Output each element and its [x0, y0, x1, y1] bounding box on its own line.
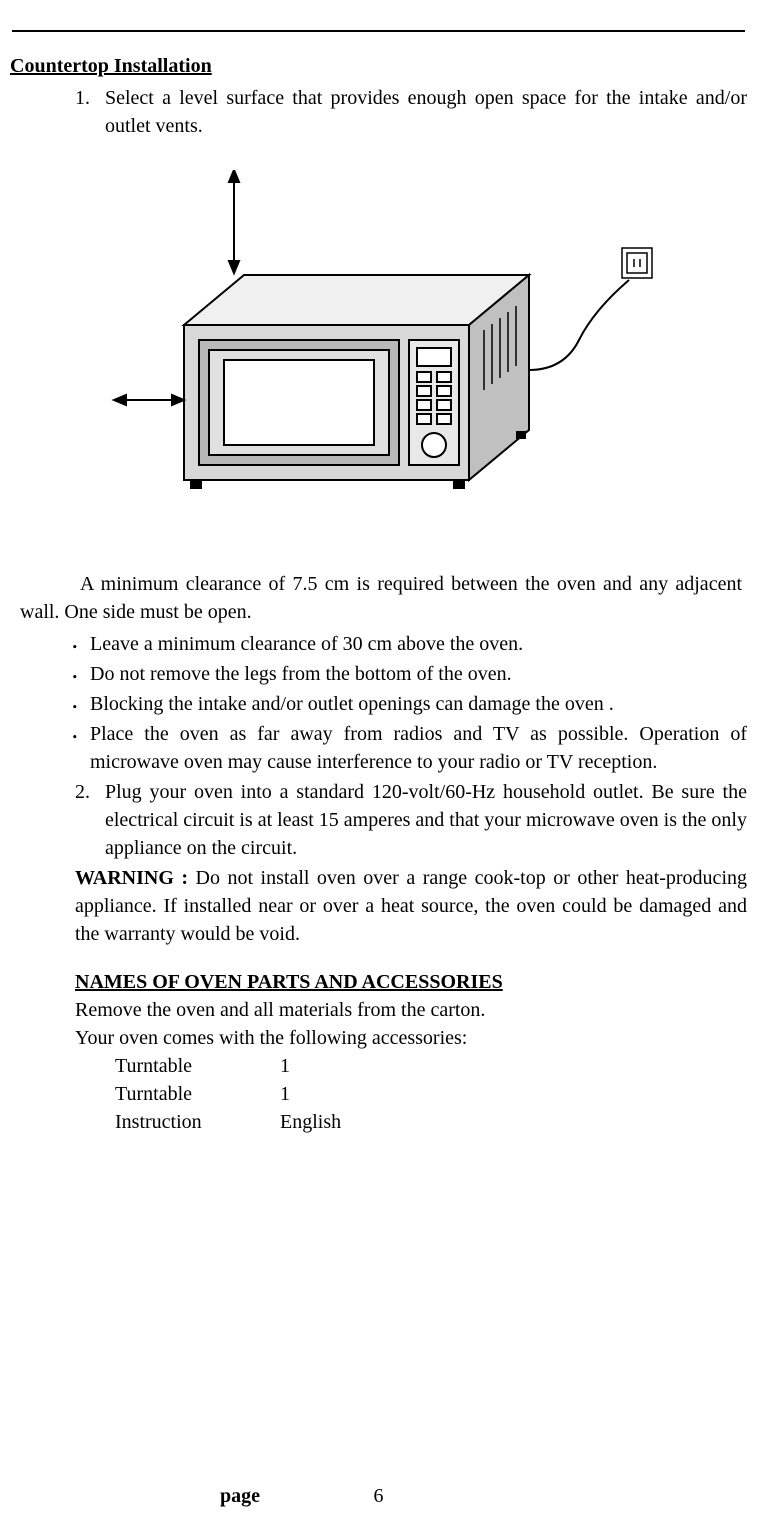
microwave-svg — [99, 170, 659, 530]
accessory-3-name: Instruction — [115, 1108, 280, 1136]
footer-page-label: page — [220, 1482, 260, 1510]
bullet-dot-icon: ． — [70, 630, 90, 658]
bullet-2-text: Do not remove the legs from the bottom o… — [90, 660, 747, 688]
step-2: 2. Plug your oven into a standard 120-vo… — [75, 778, 747, 862]
accessory-row-2: Turntable 1 — [75, 1080, 747, 1108]
bullet-dot-icon: ． — [70, 690, 90, 718]
parts-intro-1: Remove the oven and all materials from t… — [75, 996, 747, 1024]
bullet-1-text: Leave a minimum clearance of 30 cm above… — [90, 630, 747, 658]
bullet-4-text: Place the oven as far away from radios a… — [90, 720, 747, 776]
footer-page-number: 6 — [374, 1482, 384, 1510]
step-1: 1. Select a level surface that provides … — [75, 84, 747, 140]
accessory-3-value: English — [280, 1108, 341, 1136]
accessory-2-value: 1 — [280, 1080, 290, 1108]
footer: page 6 — [0, 1482, 757, 1510]
bullet-3-text: Blocking the intake and/or outlet openin… — [90, 690, 747, 718]
step-1-num: 1. — [75, 84, 105, 140]
accessory-row-1: Turntable 1 — [75, 1052, 747, 1080]
warning-label: WARNING : — [75, 867, 188, 889]
content-block: 1. Select a level surface that provides … — [10, 84, 747, 140]
step-1-text: Select a level surface that provides eno… — [105, 84, 747, 140]
step-2-num: 2. — [75, 778, 105, 862]
parts-intro-2: Your oven comes with the following acces… — [75, 1024, 747, 1052]
bullet-dot-icon: ． — [70, 720, 90, 776]
bullet-2: ． Do not remove the legs from the bottom… — [10, 660, 747, 688]
accessory-2-name: Turntable — [115, 1080, 280, 1108]
accessory-1-value: 1 — [280, 1052, 290, 1080]
clearance-text: A minimum clearance of 7.5 cm is require… — [20, 573, 742, 623]
top-rule — [12, 30, 745, 32]
warning-block: WARNING : Do not install oven over a ran… — [75, 864, 747, 948]
section-title: Countertop Installation — [10, 52, 747, 80]
step-2-text: Plug your oven into a standard 120-volt/… — [105, 778, 747, 862]
parts-title: NAMES OF OVEN PARTS AND ACCESSORIES — [75, 968, 747, 996]
microwave-figure — [10, 170, 747, 530]
step-2-block: 2. Plug your oven into a standard 120-vo… — [10, 778, 747, 1136]
accessory-1-name: Turntable — [115, 1052, 280, 1080]
bullet-3: ． Blocking the intake and/or outlet open… — [10, 690, 747, 718]
bullet-dot-icon: ． — [70, 660, 90, 688]
clearance-paragraph: A minimum clearance of 7.5 cm is require… — [10, 570, 747, 626]
bullet-4: ． Place the oven as far away from radios… — [10, 720, 747, 776]
bullet-1: ． Leave a minimum clearance of 30 cm abo… — [10, 630, 747, 658]
accessory-row-3: Instruction English — [75, 1108, 747, 1136]
